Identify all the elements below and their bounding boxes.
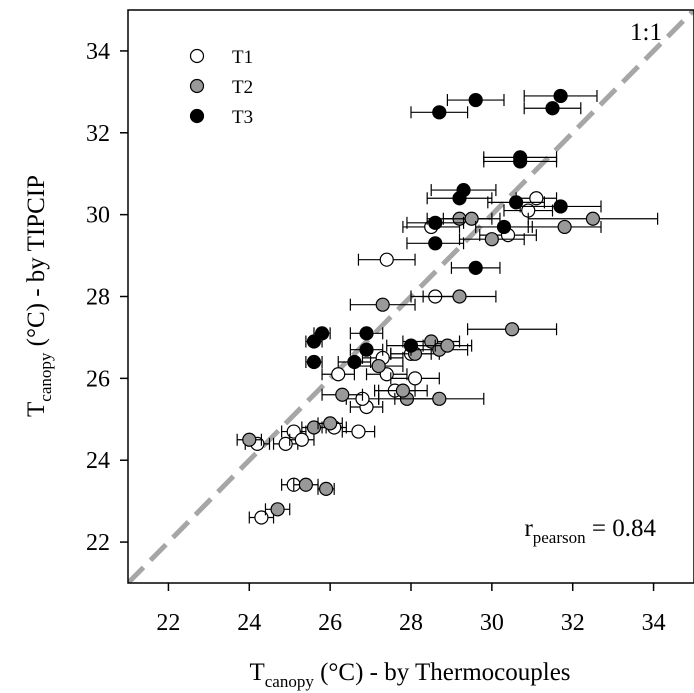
data-point (456, 182, 471, 198)
legend-label: T2 (232, 77, 253, 98)
data-point (529, 191, 544, 206)
data-point (428, 236, 443, 251)
data-point (294, 432, 309, 447)
data-point (553, 88, 568, 104)
data-point (395, 383, 411, 398)
legend-label: T1 (232, 47, 253, 68)
data-point (557, 219, 572, 235)
data-point (323, 416, 338, 431)
data-point (545, 101, 560, 116)
data-point (347, 354, 362, 370)
y-axis-label: Tcanopy (°C) - by TIPCIP (23, 175, 55, 417)
legend-label: T3 (232, 107, 253, 128)
data-point (468, 92, 483, 108)
legend-marker (189, 78, 205, 94)
y-tick-label: 32 (86, 121, 110, 147)
data-point (553, 199, 568, 214)
x-tick-label: 34 (642, 610, 666, 636)
data-point (335, 387, 350, 402)
y-tick-label: 24 (86, 448, 110, 474)
data-point (407, 371, 423, 386)
data-point (278, 436, 293, 451)
data-point (509, 195, 524, 210)
y-tick-label: 30 (86, 203, 110, 229)
data-point (452, 289, 467, 304)
y-tick-label: 34 (86, 39, 110, 65)
data-point (242, 432, 257, 447)
series-t3 (305, 88, 602, 370)
x-tick-label: 32 (561, 610, 585, 636)
data-point (298, 477, 313, 492)
data-point (270, 502, 285, 517)
data-point (403, 338, 419, 353)
data-point (468, 260, 483, 275)
data-point (585, 211, 601, 226)
reference-line-label: 1:1 (630, 19, 662, 46)
data-point (359, 342, 374, 357)
data-point (331, 367, 346, 382)
legend-marker (189, 48, 205, 64)
data-point (432, 391, 447, 406)
data-point (464, 211, 479, 226)
data-point (319, 481, 334, 496)
x-tick-label: 24 (237, 610, 261, 636)
data-point (254, 510, 269, 525)
x-tick-label: 26 (318, 610, 342, 636)
x-axis-label: Tcanopy (°C) - by Thermocouples (249, 659, 570, 691)
legend-marker (189, 108, 205, 124)
x-tick-label: 28 (399, 610, 423, 636)
data-point (351, 424, 366, 439)
data-point (306, 354, 322, 370)
data-point (496, 219, 512, 235)
y-tick-label: 28 (86, 285, 110, 311)
x-tick-label: 30 (480, 610, 504, 636)
x-tick-label: 22 (156, 610, 180, 636)
data-point (359, 326, 374, 341)
data-point (428, 215, 443, 230)
data-point (306, 420, 322, 435)
pearson-annotation: rpearson = 0.84 (524, 515, 656, 547)
series-t2 (236, 211, 659, 517)
data-point (440, 338, 455, 353)
legend: T1 T2 T3 (189, 47, 253, 128)
data-point (371, 358, 386, 374)
data-point (484, 232, 499, 247)
data-point (375, 297, 390, 312)
data-point (314, 326, 330, 341)
series-t1 (244, 191, 558, 525)
data-point (432, 105, 447, 120)
data-point (504, 322, 520, 337)
y-tick-label: 22 (86, 530, 110, 556)
data-point (513, 150, 528, 165)
y-tick-label: 26 (86, 366, 110, 392)
data-point (379, 252, 394, 267)
